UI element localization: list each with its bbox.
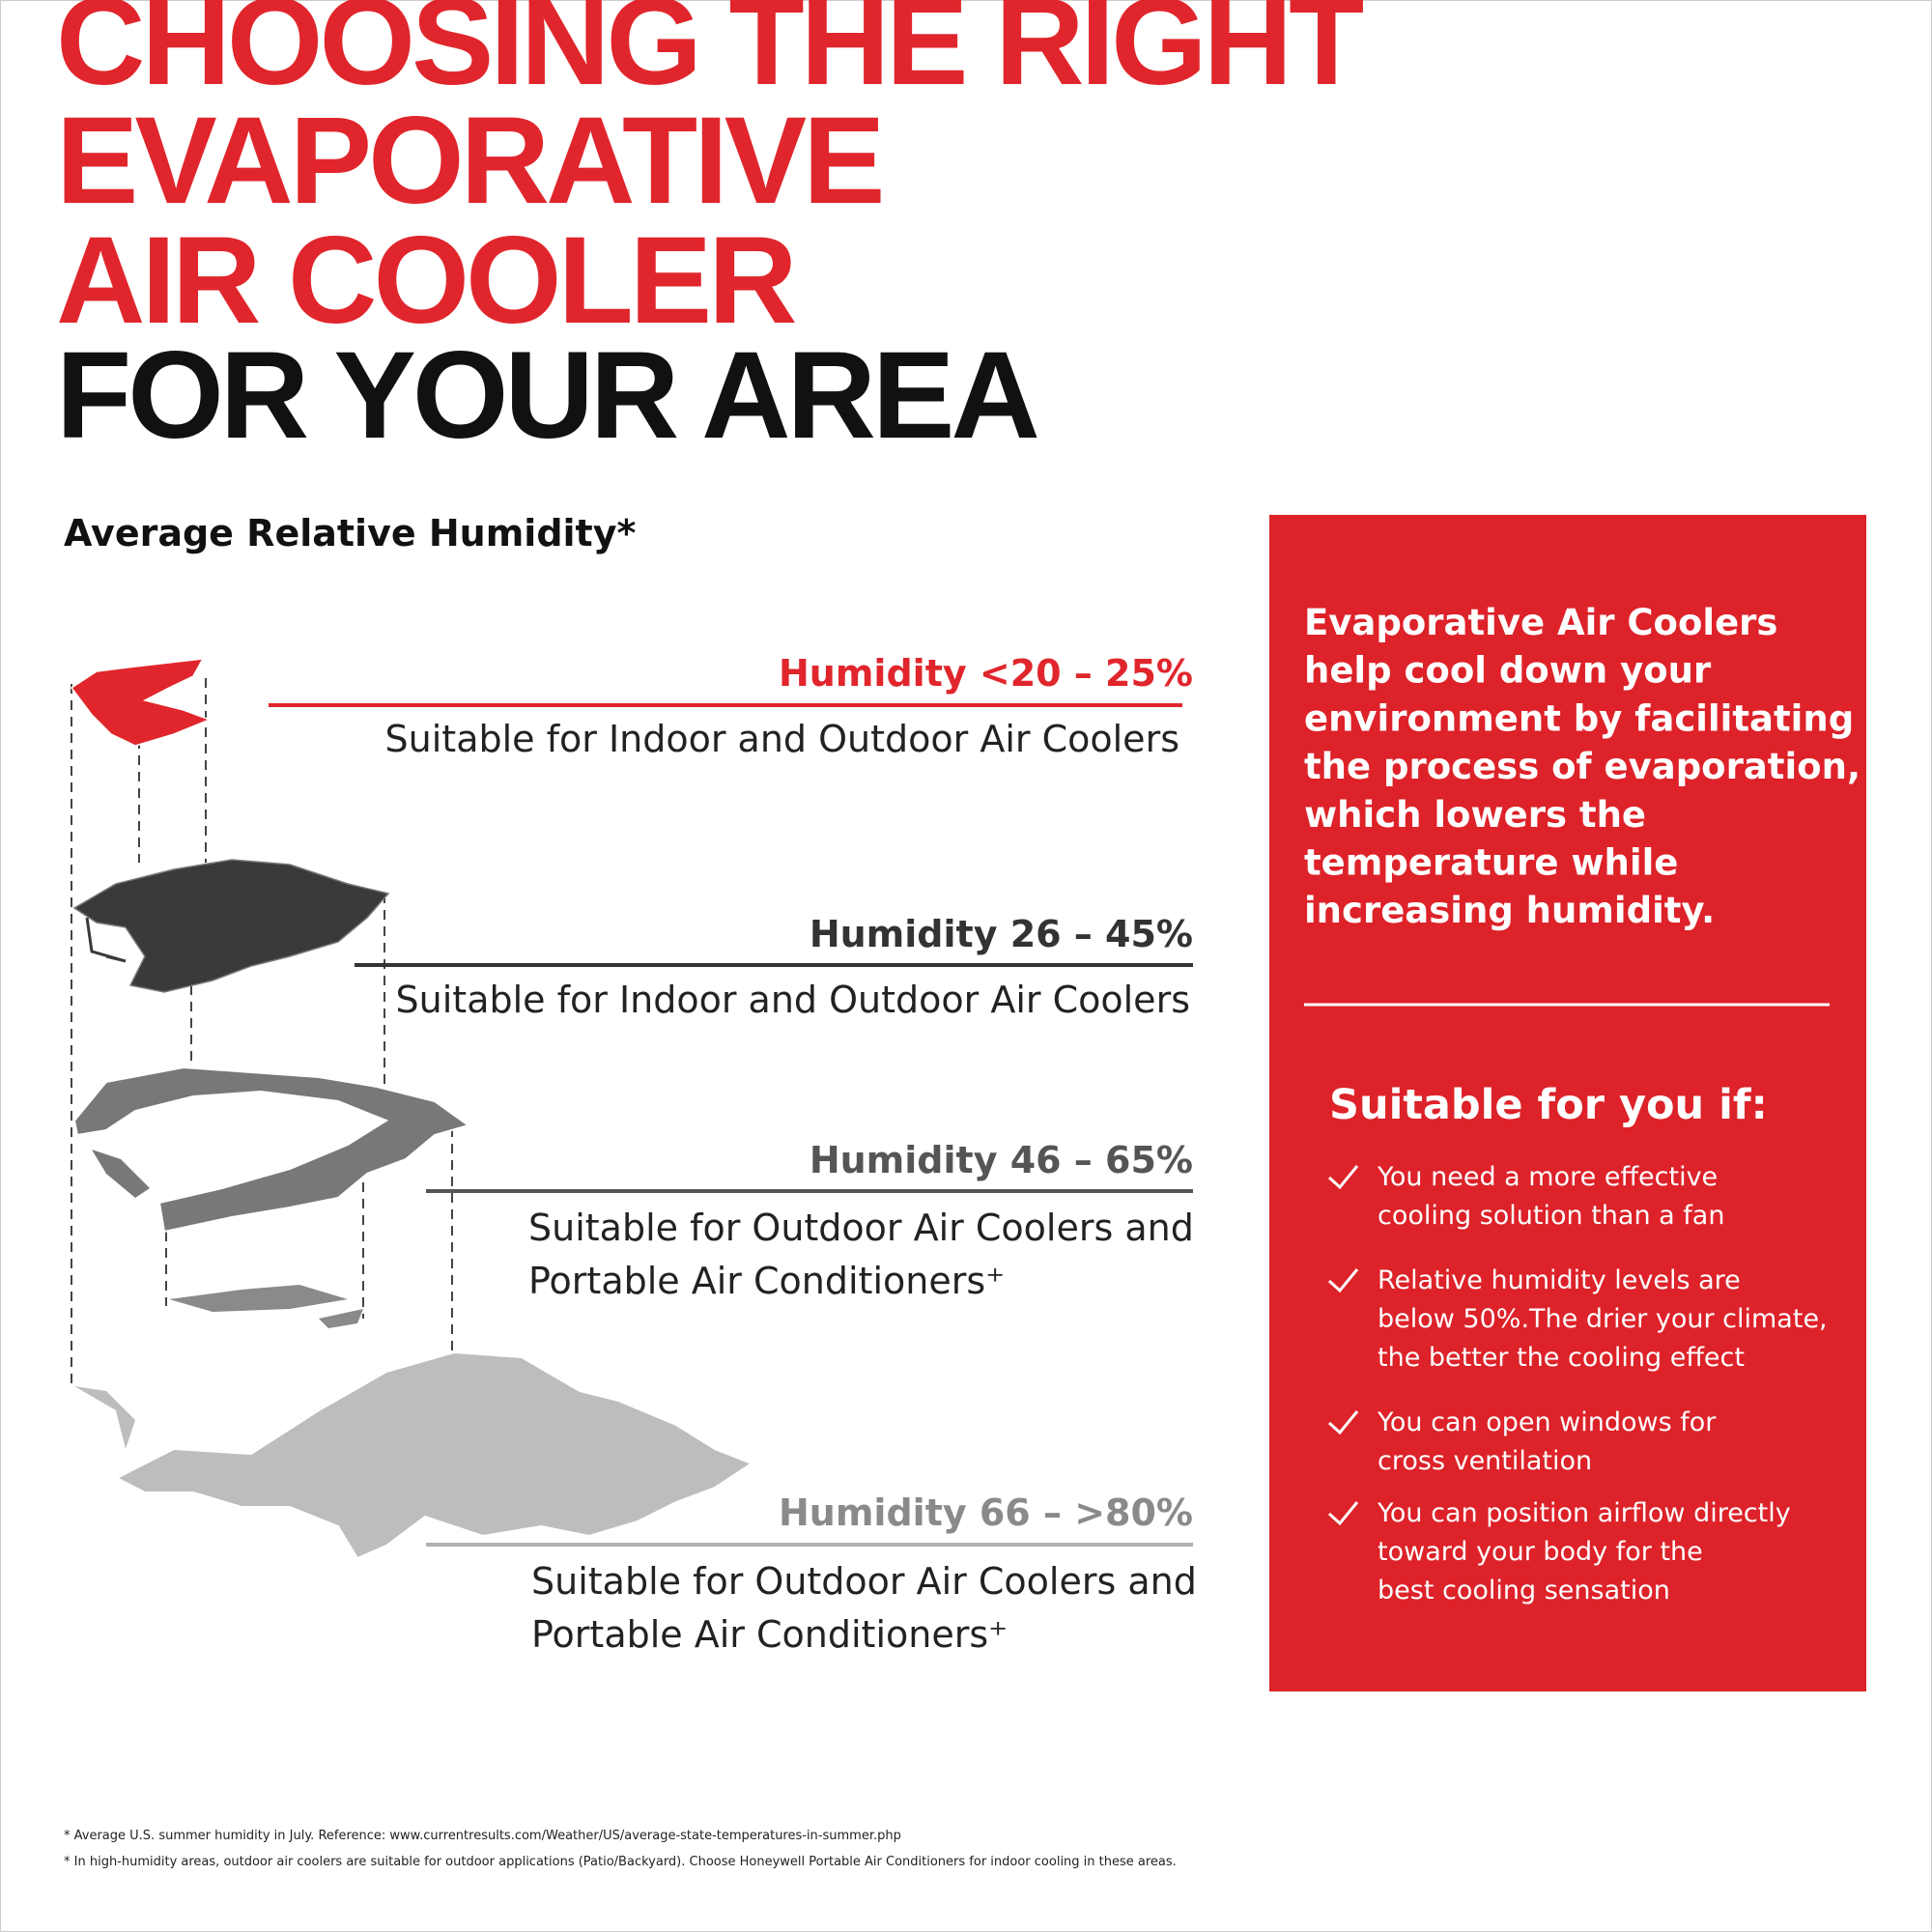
title-line: EVAPORATIVE [56, 92, 882, 230]
title-line: FOR YOUR AREA [56, 327, 1037, 465]
map-layer-1 [70, 658, 213, 747]
panel-item: cross ventilation [1378, 1446, 1592, 1476]
tier-list: Humidity <20 – 25% Suitable for Indoor an… [269, 652, 1197, 1656]
tier-heading: Humidity 66 – >80% [779, 1492, 1193, 1534]
tier-description: Portable Air Conditioners⁺ [531, 1613, 1008, 1656]
panel-item: Relative humidity levels are [1378, 1265, 1741, 1295]
panel-item: You need a more effective [1377, 1162, 1718, 1192]
map-layer-3-piece [92, 1150, 150, 1198]
tier-description: Suitable for Indoor and Outdoor Air Cool… [396, 979, 1190, 1021]
map-layer-3 [72, 1065, 471, 1234]
panel-content: Evaporative Air Coolers help cool down yo… [1304, 602, 1861, 1605]
map-layer-2-border [85, 917, 127, 963]
subtitle: Average Relative Humidity* [64, 512, 636, 554]
tier-description: Suitable for Outdoor Air Coolers and [531, 1560, 1197, 1603]
map-stack [70, 658, 754, 1560]
panel-intro: environment by facilitating [1304, 697, 1854, 739]
panel-item: You can position airflow directly [1377, 1498, 1791, 1528]
tier-description: Suitable for Outdoor Air Coolers and [528, 1207, 1194, 1249]
check-icon [1327, 1165, 1359, 1190]
panel-intro: the process of evaporation, [1304, 746, 1861, 787]
title-line: AIR COOLER [56, 212, 795, 350]
map-alaska [74, 1386, 135, 1449]
panel-item: below 50%.The drier your climate, [1378, 1304, 1828, 1334]
panel-heading: Suitable for you if: [1329, 1081, 1768, 1129]
map-layer-2 [72, 859, 390, 993]
tier-description: Portable Air Conditioners⁺ [528, 1260, 1005, 1302]
check-icon [1327, 1410, 1359, 1435]
footnote: * In high-humidity areas, outdoor air co… [64, 1855, 1177, 1869]
panel-item: You can open windows for [1377, 1407, 1717, 1437]
map-layer-3-south [169, 1285, 363, 1328]
panel-intro: which lowers the [1304, 794, 1646, 836]
tier-heading: Humidity 46 – 65% [810, 1139, 1193, 1181]
panel-intro: temperature while [1304, 842, 1678, 884]
panel-intro: help cool down your [1304, 650, 1712, 692]
panel-intro: Evaporative Air Coolers [1304, 602, 1777, 643]
info-panel [1269, 515, 1866, 1691]
panel-intro: increasing humidity. [1304, 890, 1715, 931]
panel-item: the better the cooling effect [1378, 1343, 1745, 1373]
map-layer-4 [114, 1350, 754, 1560]
tier-heading: Humidity <20 – 25% [779, 652, 1193, 695]
title-line: CHOOSING THE RIGHT [56, 0, 1363, 111]
panel-item: cooling solution than a fan [1378, 1201, 1724, 1231]
panel-item: best cooling sensation [1378, 1576, 1670, 1605]
panel-item: toward your body for the [1378, 1537, 1703, 1567]
check-icon [1327, 1268, 1359, 1293]
tier-description: Suitable for Indoor and Outdoor Air Cool… [385, 718, 1179, 760]
guide-lines [71, 678, 453, 1386]
check-icon [1327, 1501, 1359, 1526]
footnote: * Average U.S. summer humidity in July. … [64, 1829, 901, 1843]
tier-heading: Humidity 26 – 45% [810, 913, 1193, 955]
